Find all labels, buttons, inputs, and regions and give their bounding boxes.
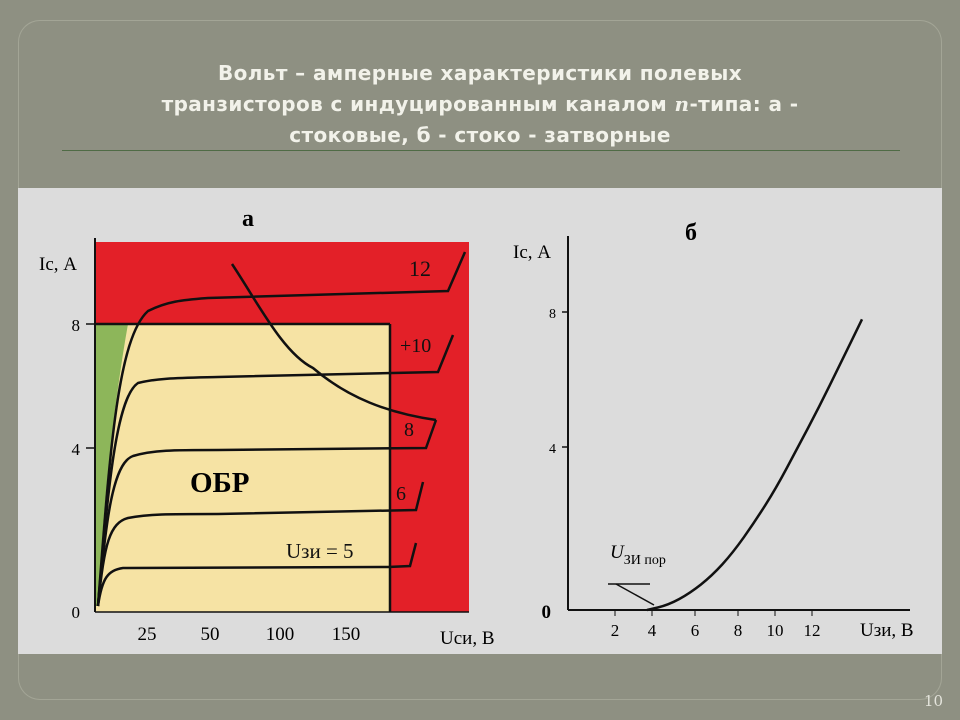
title-divider <box>62 150 900 151</box>
figure-svg: 0 4 8 Ic, А 25 50 100 150 Uси, В а ОБР 1… <box>39 206 914 649</box>
chart-b-xtick-2: 2 <box>611 621 620 640</box>
title-line-2b: -типа: а - <box>689 92 799 116</box>
chart-a-xtick-100: 100 <box>266 624 295 645</box>
curve-label-8: 8 <box>404 419 414 441</box>
curve-uzi-12 <box>96 251 467 607</box>
chart-a-xtick-150: 150 <box>332 624 361 645</box>
chart-a-ylabel: Ic, А <box>39 254 77 275</box>
threshold-leader <box>615 583 655 606</box>
chart-b-ylabel: Ic, А <box>513 242 551 263</box>
chart-a-ytick-8: 8 <box>72 316 81 335</box>
region-label-obr: ОБР <box>190 467 249 499</box>
safe-operating-area <box>95 324 390 612</box>
chart-b-xlabel: Uзи, В <box>860 620 914 641</box>
chart-b-xtick-6: 6 <box>691 621 700 640</box>
curve-label-12: 12 <box>409 256 431 281</box>
chart-b: 0 4 8 Ic, А 2 4 6 8 10 12 Uзи, В б UЗИ п… <box>513 220 914 641</box>
chart-b-ytick-4: 4 <box>549 442 556 457</box>
curve-uzi-8 <box>96 419 438 607</box>
threshold-label: UЗИ пор <box>610 542 666 568</box>
figure-panel: 0 4 8 Ic, А 25 50 100 150 Uси, В а ОБР 1… <box>18 188 942 654</box>
chart-b-xtick-4: 4 <box>648 621 657 640</box>
title-line-1: Вольт – амперные характеристики полевых <box>217 61 743 85</box>
chart-b-ytick-8: 8 <box>549 307 556 322</box>
chart-b-xtick-8: 8 <box>734 621 743 640</box>
title-line-2a: транзисторов с индуцированным каналом <box>161 92 675 116</box>
max-power-hyperbola <box>230 263 437 422</box>
chart-a-xtick-50: 50 <box>201 624 220 645</box>
transfer-curve <box>646 318 864 612</box>
chart-b-xtick-12: 12 <box>804 621 821 640</box>
curve-label-6: 6 <box>396 483 406 505</box>
title-n: n <box>674 92 690 116</box>
chart-a-xtick-25: 25 <box>138 624 157 645</box>
slide-number: 10 <box>924 692 944 710</box>
chart-b-ytick-0: 0 <box>542 602 552 623</box>
chart-b-xtick-10: 10 <box>767 621 784 640</box>
curve-uzi-5 <box>96 542 418 607</box>
chart-a-xlabel: Uси, В <box>440 628 495 649</box>
curve-label-5: Uзи = 5 <box>286 539 354 563</box>
curve-uzi-6 <box>96 481 425 607</box>
title-line-3: стоковые, б - стоко - затворные <box>289 123 671 147</box>
green-zone <box>95 324 128 606</box>
chart-a-ytick-4: 4 <box>72 440 81 459</box>
curve-label-10: +10 <box>400 335 431 357</box>
slide-title: Вольт – амперные характеристики полевых … <box>60 58 900 151</box>
chart-a-label: а <box>242 206 254 232</box>
curve-uzi-10 <box>96 334 455 607</box>
chart-a-ytick-0: 0 <box>72 603 81 622</box>
chart-b-label: б <box>685 220 697 246</box>
chart-a: 0 4 8 Ic, А 25 50 100 150 Uси, В а ОБР 1… <box>39 206 495 649</box>
